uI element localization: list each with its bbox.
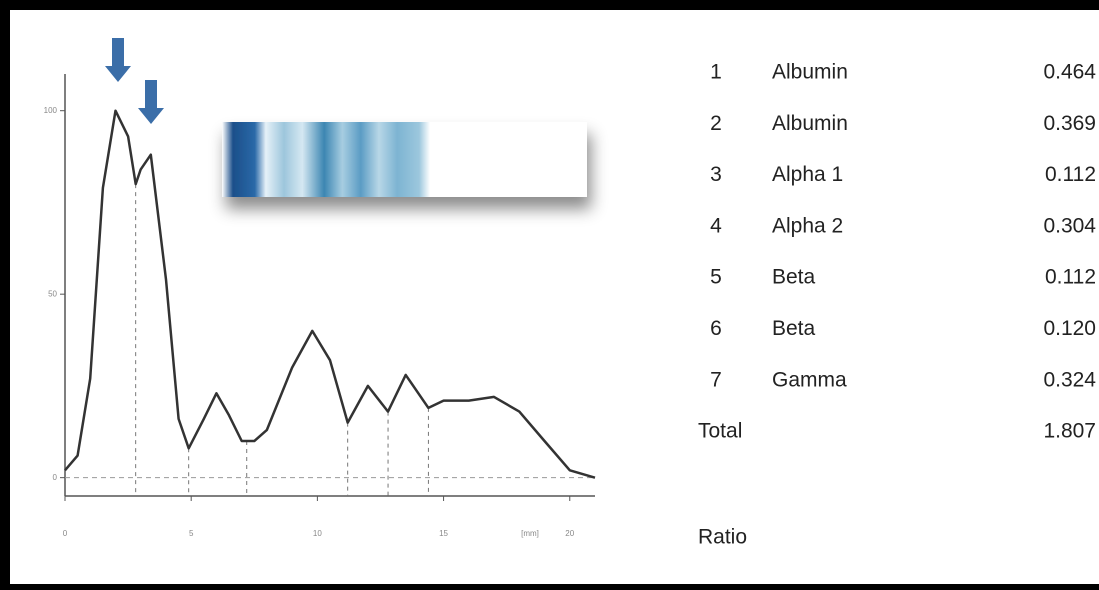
total-value: 1.807 xyxy=(1043,420,1096,443)
fraction-number: 4 xyxy=(710,214,722,237)
total-label: Total xyxy=(698,420,742,443)
fraction-value: 0.324 xyxy=(1043,368,1096,391)
ratio-label: Ratio xyxy=(698,526,747,549)
gel-strip xyxy=(222,122,587,197)
fraction-number: 3 xyxy=(710,163,722,186)
fraction-name: Alpha 2 xyxy=(772,214,843,237)
fraction-value: 0.464 xyxy=(1043,61,1096,84)
x-tick-label: 5 xyxy=(189,529,194,538)
fraction-number: 1 xyxy=(710,61,722,84)
fraction-name: Beta xyxy=(772,266,816,289)
fraction-number: 2 xyxy=(710,112,722,135)
fraction-name: Alpha 1 xyxy=(772,163,843,186)
fraction-name: Albumin xyxy=(772,61,848,84)
x-tick-label: 15 xyxy=(439,529,448,538)
fraction-name: Albumin xyxy=(772,112,848,135)
arrow xyxy=(105,38,131,82)
y-tick-label: 100 xyxy=(44,106,58,115)
chart: 0 50 100 0 5 10 15 20 [mm] 1 Albumin 0.464 2 Albumin 0… xyxy=(0,0,1099,590)
y-tick-label: 0 xyxy=(53,473,58,482)
peak-arrows xyxy=(105,38,164,124)
fraction-name: Beta xyxy=(772,317,816,340)
fraction-number: 6 xyxy=(710,317,722,340)
fraction-value: 0.369 xyxy=(1043,112,1096,135)
arrow xyxy=(138,80,164,124)
y-tick-label: 50 xyxy=(48,289,57,298)
x-tick-label: 10 xyxy=(313,529,322,538)
fraction-value: 0.112 xyxy=(1045,266,1096,289)
fraction-value: 0.304 xyxy=(1043,214,1096,237)
fraction-value: 0.120 xyxy=(1043,317,1096,340)
fraction-value: 0.112 xyxy=(1045,163,1096,186)
x-tick-label: 0 xyxy=(63,529,68,538)
fraction-name: Gamma xyxy=(772,368,847,391)
fraction-number: 5 xyxy=(710,266,722,289)
x-axis-label: [mm] xyxy=(521,529,539,538)
x-tick-label: 20 xyxy=(565,529,574,538)
fraction-number: 7 xyxy=(710,368,722,391)
page: {"chart_data": {"type": "line", "x": [0,… xyxy=(0,0,1099,590)
